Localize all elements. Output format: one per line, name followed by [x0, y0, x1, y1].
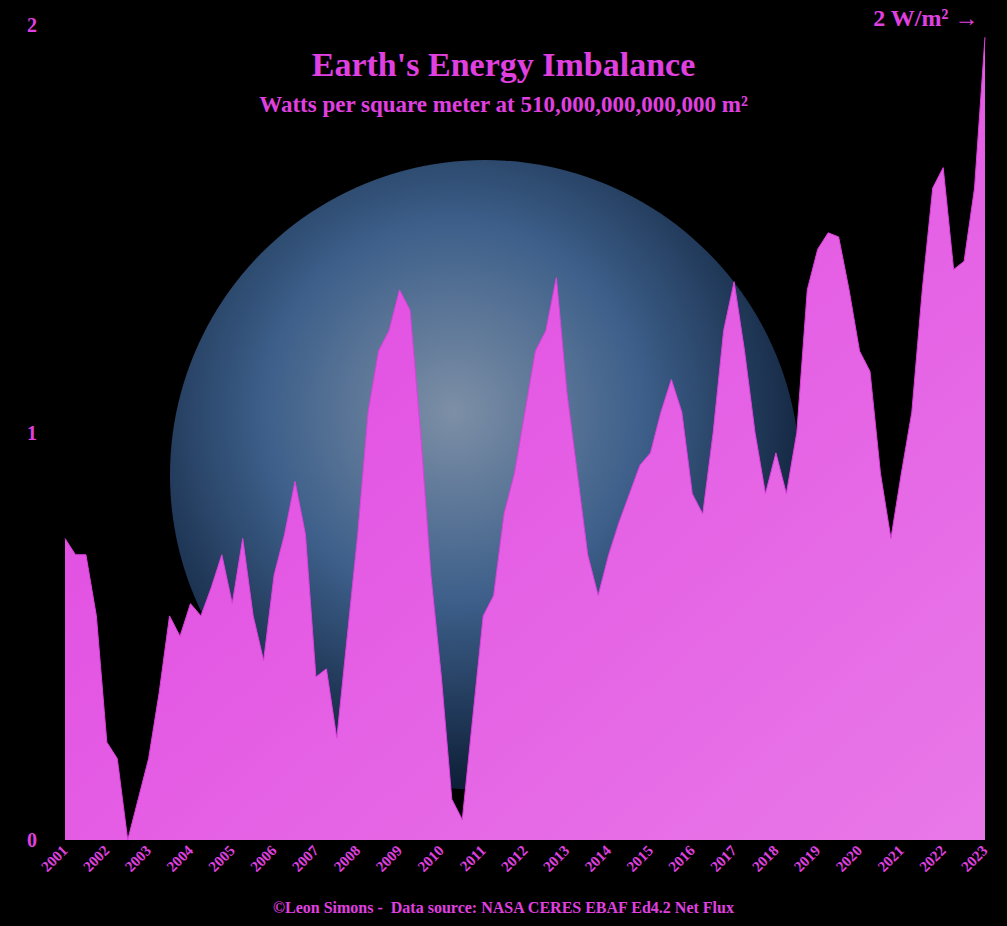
svg-text:2021: 2021 — [875, 842, 908, 875]
svg-text:2003: 2003 — [122, 842, 155, 875]
svg-text:2013: 2013 — [540, 842, 573, 875]
svg-text:2023: 2023 — [958, 842, 991, 875]
svg-text:2018: 2018 — [749, 842, 782, 875]
svg-text:2009: 2009 — [373, 842, 406, 875]
svg-text:2 W/m² →: 2 W/m² → — [873, 5, 978, 31]
svg-text:2020: 2020 — [833, 842, 866, 875]
svg-text:2007: 2007 — [289, 842, 322, 875]
svg-text:2004: 2004 — [164, 842, 197, 875]
svg-text:2001: 2001 — [38, 842, 71, 875]
svg-text:2005: 2005 — [205, 842, 238, 875]
svg-text:Earth's Energy Imbalance: Earth's Energy Imbalance — [312, 46, 695, 83]
svg-text:2008: 2008 — [331, 842, 364, 875]
svg-text:2002: 2002 — [80, 842, 113, 875]
svg-text:2022: 2022 — [916, 842, 949, 875]
svg-text:2014: 2014 — [582, 842, 615, 875]
svg-text:2017: 2017 — [707, 842, 740, 875]
svg-text:©Leon Simons - Data source: N: ©Leon Simons - Data source: NASA CERES E… — [273, 899, 734, 916]
svg-text:1: 1 — [27, 422, 37, 444]
svg-text:2011: 2011 — [457, 842, 489, 874]
svg-text:2006: 2006 — [247, 842, 280, 875]
svg-text:2019: 2019 — [791, 842, 824, 875]
svg-text:Watts per square meter at 510,: Watts per square meter at 510,000,000,00… — [259, 92, 748, 117]
svg-text:0: 0 — [27, 829, 37, 851]
svg-text:2016: 2016 — [665, 842, 698, 875]
svg-text:2012: 2012 — [498, 842, 531, 875]
svg-text:2015: 2015 — [624, 842, 657, 875]
svg-text:2010: 2010 — [415, 842, 448, 875]
svg-text:2: 2 — [27, 14, 37, 36]
